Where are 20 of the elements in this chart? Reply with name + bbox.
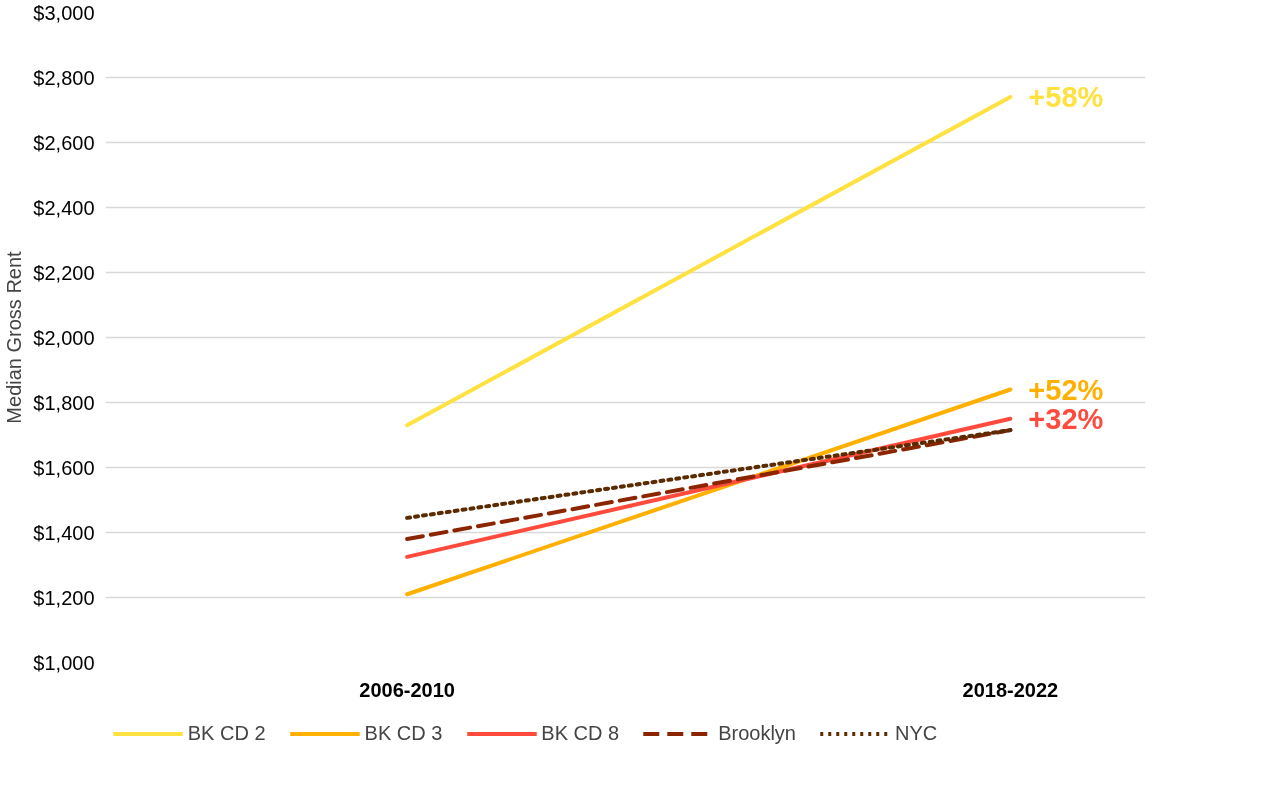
legend-label: BK CD 3 xyxy=(364,721,443,745)
y-tick-label: $1,400 xyxy=(33,521,95,544)
y-tick-label: $2,600 xyxy=(33,131,95,154)
legend-label: Brooklyn xyxy=(718,721,796,745)
y-tick-label: $2,000 xyxy=(33,326,95,349)
x-tick-label: 2018-2022 xyxy=(962,678,1059,701)
y-tick-label: $2,800 xyxy=(33,66,95,89)
y-tick-label: $1,800 xyxy=(33,391,95,414)
y-tick-label: $2,400 xyxy=(33,196,95,219)
legend-label: NYC xyxy=(894,721,938,745)
y-tick-label: $1,000 xyxy=(33,651,95,674)
x-tick-label: 2006-2010 xyxy=(359,678,455,701)
legend-label: BK CD 8 xyxy=(541,721,620,745)
y-tick-label: $3,000 xyxy=(33,1,95,24)
legend-label: BK CD 2 xyxy=(187,721,266,745)
y-tick-label: $1,200 xyxy=(33,586,95,609)
y-tick-label: $1,600 xyxy=(33,456,95,479)
annotation: +58% xyxy=(1028,81,1104,113)
y-axis-title: Median Gross Rent xyxy=(3,250,26,424)
y-tick-label: $2,200 xyxy=(33,261,95,284)
